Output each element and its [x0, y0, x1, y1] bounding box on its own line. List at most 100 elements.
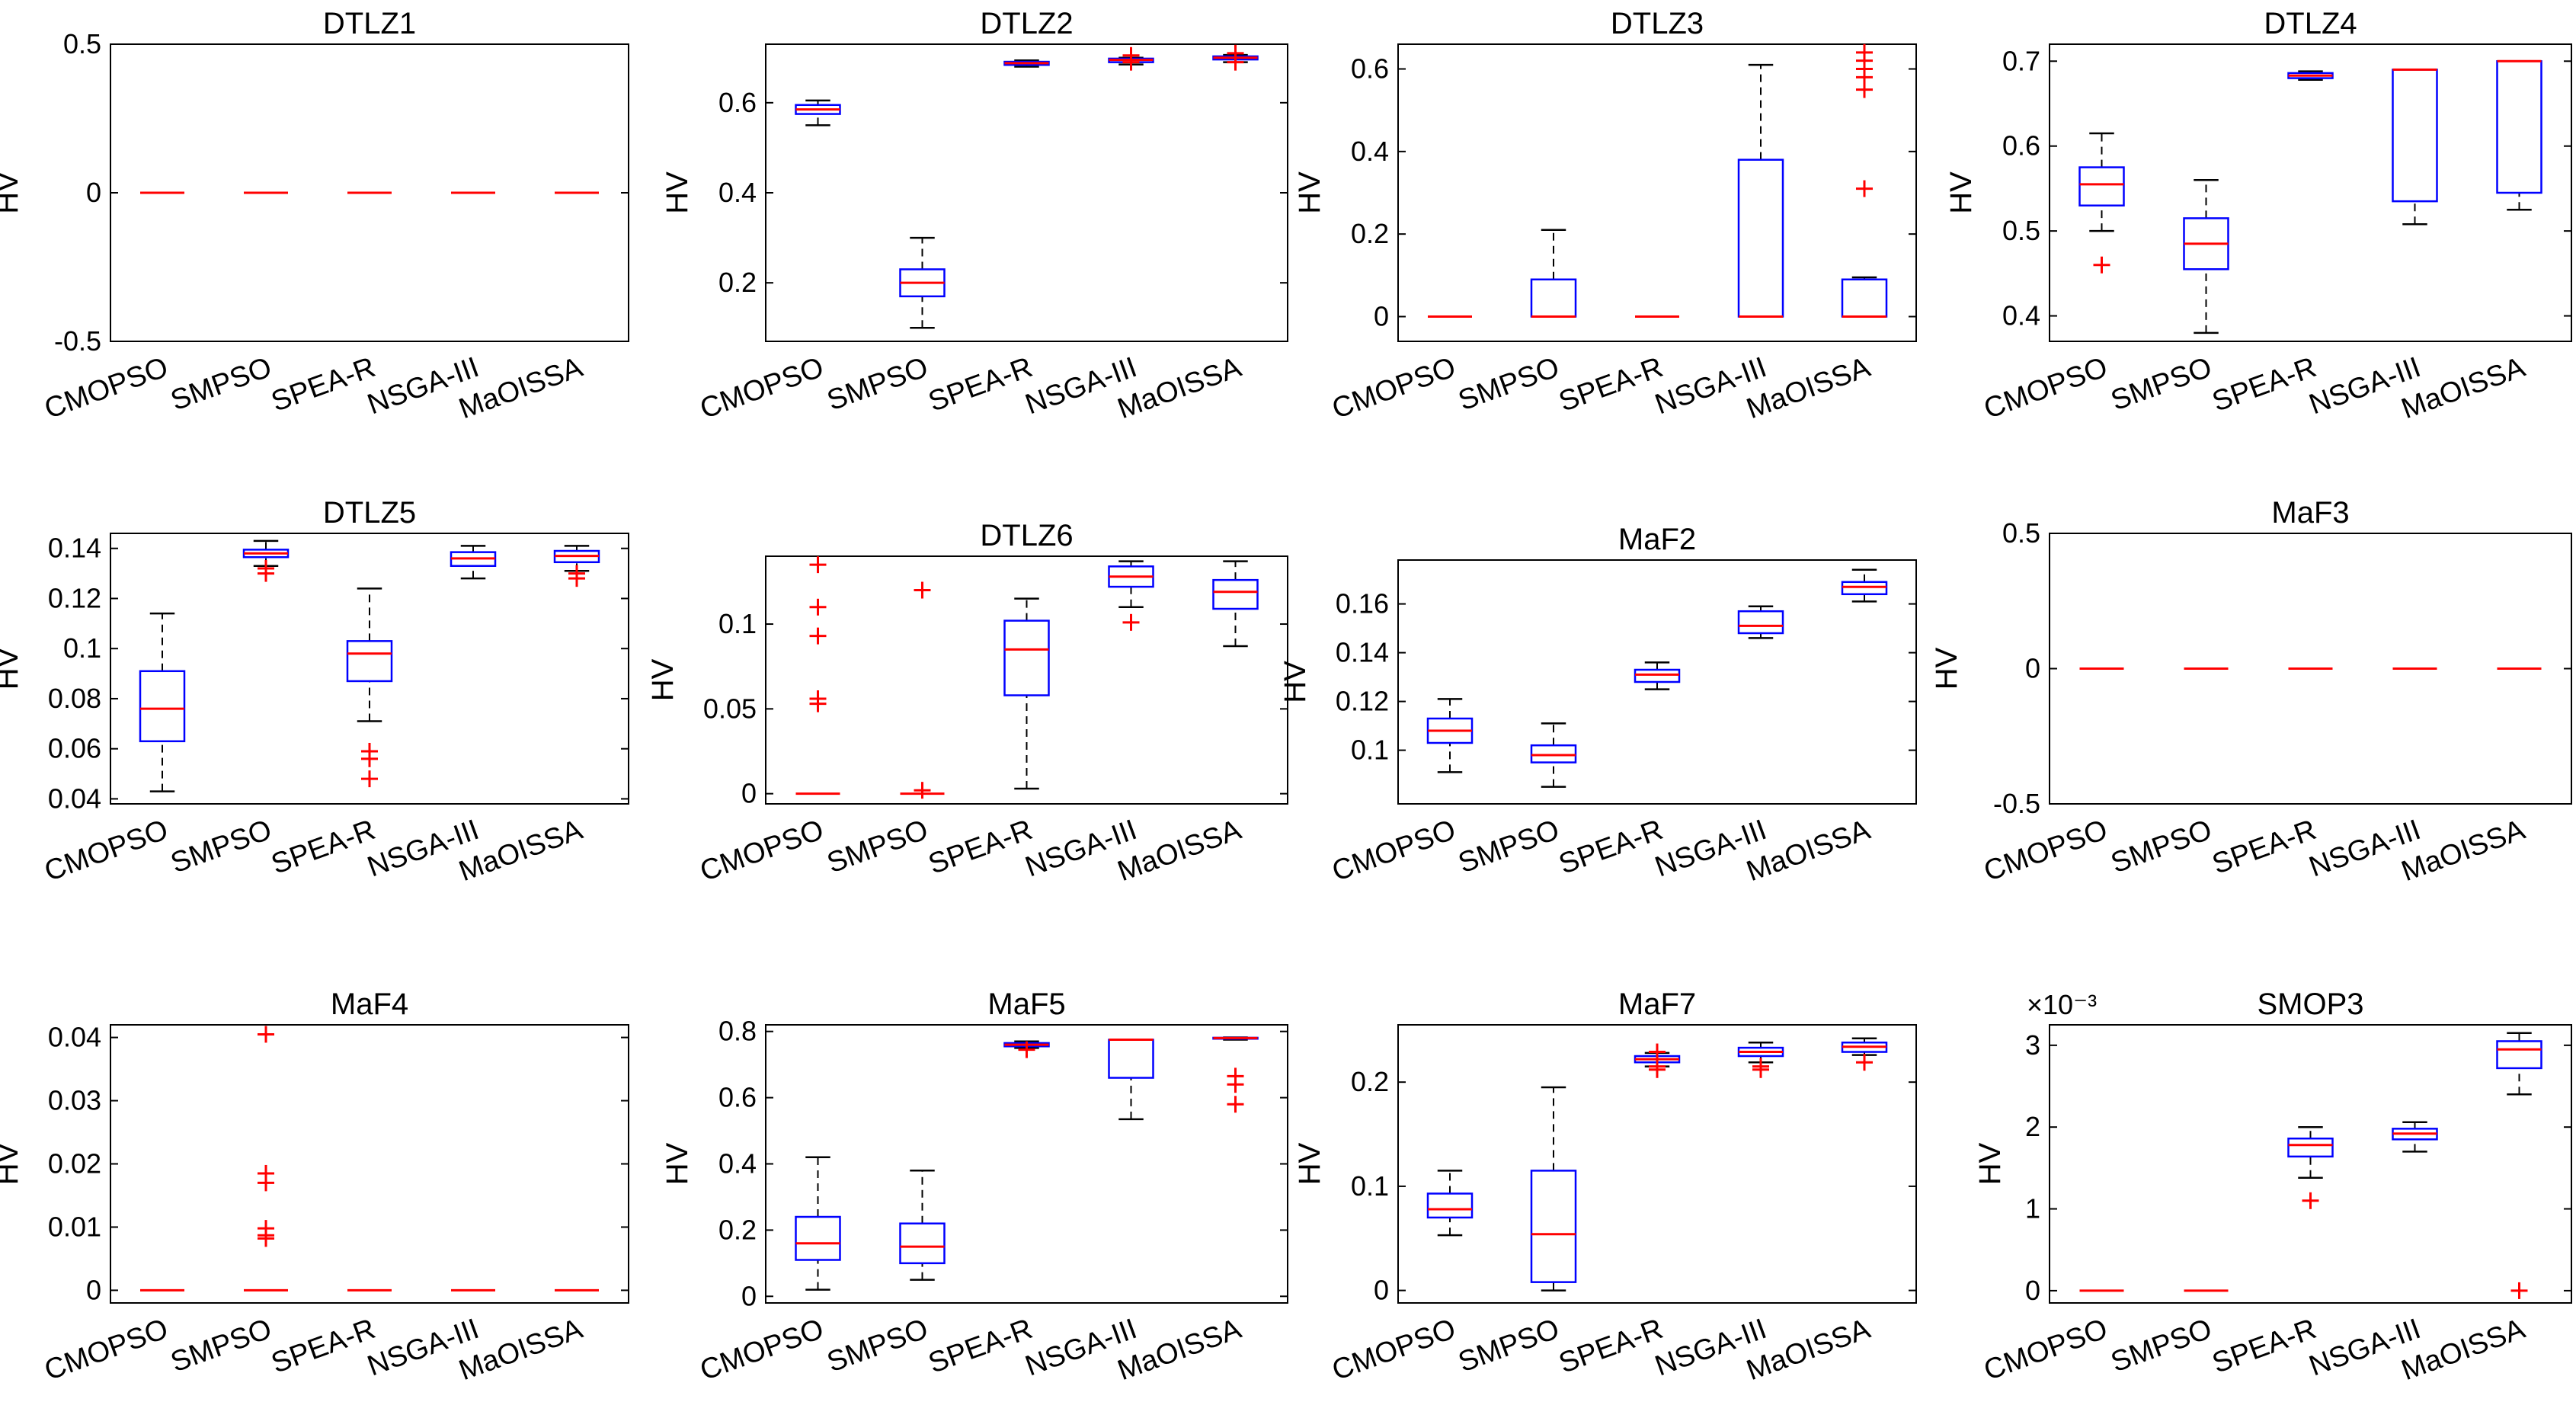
panel-title: DTLZ2 [980, 7, 1073, 40]
box-iqr [1530, 1170, 1577, 1283]
x-category-label: CMOPSO [1979, 351, 2111, 425]
y-tick-label: 0.4 [2002, 300, 2040, 331]
panel-maf2: MaF20.10.120.140.16HVCMOPSOSMPSOSPEA-RNS… [1278, 523, 1917, 888]
y-axis-label: HV [0, 171, 24, 214]
outlier-marker [1856, 43, 1873, 61]
y-axis-label: HV [1973, 1142, 2007, 1185]
box-maoissa [1212, 1036, 1259, 1113]
y-axis-label: HV [1293, 171, 1326, 214]
x-category-label: SPEA-R [924, 814, 1036, 881]
plot-frame [765, 43, 1288, 342]
box-cmopso [1426, 1170, 1474, 1237]
panel-title: DTLZ1 [323, 7, 416, 40]
y-tick-label: -0.5 [54, 325, 101, 357]
box-smpso [244, 1026, 288, 1292]
box-spea-r [1003, 59, 1050, 68]
x-category-label: CMOPSO [40, 814, 172, 888]
box-spea-r [2287, 1125, 2334, 1209]
y-tick-label: 0.1 [1351, 1170, 1389, 1202]
outlier-marker [1227, 44, 1244, 62]
outlier-marker [2093, 256, 2110, 274]
panel-title: MaF3 [2271, 496, 2349, 530]
y-axis-label: HV [1278, 661, 1312, 703]
box-nsga-iii [1108, 560, 1154, 631]
box-iqr [2287, 1137, 2334, 1158]
box-iqr [2392, 69, 2438, 203]
box-nsga-iii [1737, 605, 1784, 639]
y-axis-label: HV [1293, 1142, 1326, 1185]
y-tick-label: 0 [1374, 1275, 1389, 1306]
panel-title: DTLZ4 [2264, 7, 2357, 40]
box-iqr [1426, 1192, 1474, 1219]
box-maoissa [1841, 568, 1888, 603]
x-category-label: SMPSO [2107, 351, 2216, 417]
panel-dtlz3: DTLZ300.20.40.6HVCMOPSOSMPSOSPEA-RNSGA-I… [1293, 7, 1917, 425]
panel-title: MaF2 [1618, 523, 1696, 556]
y-tick-label: 3 [2025, 1029, 2040, 1061]
x-category-label: SPEA-R [924, 1313, 1036, 1380]
box-smpso [2183, 179, 2229, 334]
outlier-marker [1856, 1054, 1873, 1071]
box-nsga-iii [2392, 1121, 2438, 1153]
outlier-marker [1856, 180, 1873, 197]
outlier-marker [258, 1174, 274, 1192]
box-iqr [1634, 668, 1681, 683]
x-category-label: CMOPSO [1979, 814, 2111, 888]
outlier-marker [568, 565, 585, 582]
x-category-label: CMOPSO [40, 1313, 172, 1387]
outlier-marker [914, 581, 931, 599]
outlier-marker [361, 750, 378, 767]
panel-maf5: MaF500.20.40.60.8HVCMOPSOSMPSOSPEA-RNSGA… [661, 987, 1288, 1387]
box-iqr [2496, 1040, 2542, 1070]
box-cmopso [795, 99, 841, 126]
x-category-label: SPEA-R [1555, 814, 1667, 881]
box-iqr [139, 670, 186, 743]
x-category-label: CMOPSO [1328, 1313, 1460, 1387]
box-iqr [899, 1222, 946, 1265]
box-iqr [1530, 744, 1577, 763]
y-tick-label: 0.6 [718, 1082, 757, 1113]
panel-dtlz6: DTLZ600.050.1HVCMOPSOSMPSOSPEA-RNSGA-III… [646, 519, 1288, 888]
outlier-marker [809, 695, 827, 712]
panel-maf3: MaF3-0.500.5HVCMOPSOSMPSOSPEA-RNSGA-IIIM… [1930, 496, 2572, 888]
outlier-marker [1018, 1041, 1035, 1058]
x-category-label: SMPSO [167, 351, 276, 417]
y-tick-label: 0.14 [48, 533, 101, 564]
box-iqr [1841, 581, 1888, 596]
x-category-label: CMOPSO [1328, 814, 1460, 888]
box-spea-r [346, 587, 393, 788]
panel-title: MaF4 [331, 987, 408, 1021]
outlier-marker [809, 627, 827, 645]
outlier-marker [1649, 1043, 1666, 1061]
outlier-marker [914, 782, 931, 799]
outlier-marker [258, 1026, 274, 1043]
x-category-label: SMPSO [823, 351, 932, 417]
y-tick-label: 0.4 [718, 1148, 757, 1180]
plot-frame [1397, 43, 1917, 342]
y-tick-label: 0 [86, 177, 101, 208]
box-nsga-iii [1108, 46, 1154, 71]
box-cmopso [795, 556, 840, 795]
box-maoissa [1841, 43, 1888, 318]
x-category-label: SPEA-R [267, 814, 379, 881]
y-tick-label: 0.2 [1351, 1066, 1389, 1097]
x-category-label: SMPSO [167, 1313, 276, 1378]
x-category-label: CMOPSO [696, 351, 827, 425]
panel-title: DTLZ3 [1611, 7, 1704, 40]
y-tick-label: 0 [741, 778, 757, 809]
y-tick-label: 0.6 [2002, 130, 2040, 162]
box-cmopso [795, 1156, 841, 1291]
box-cmopso [2078, 132, 2125, 274]
box-spea-r [1003, 1040, 1050, 1058]
box-nsga-iii [2392, 68, 2438, 226]
x-category-label: SMPSO [167, 814, 276, 879]
y-axis-label: HV [0, 647, 24, 690]
panel-dtlz5: DTLZ5 0.04 0.06 0.08 0.1 0.12 0.14 HV CMOPSOSMPS… [0, 496, 629, 888]
box-smpso [1530, 1086, 1577, 1292]
outlier-marker [809, 598, 827, 616]
y-tick-label: 0 [1374, 301, 1389, 332]
y-tick-label: 0.16 [1336, 588, 1389, 619]
y-tick-label: 0.08 [48, 683, 101, 714]
y-axis-label: HV [1944, 171, 1978, 214]
